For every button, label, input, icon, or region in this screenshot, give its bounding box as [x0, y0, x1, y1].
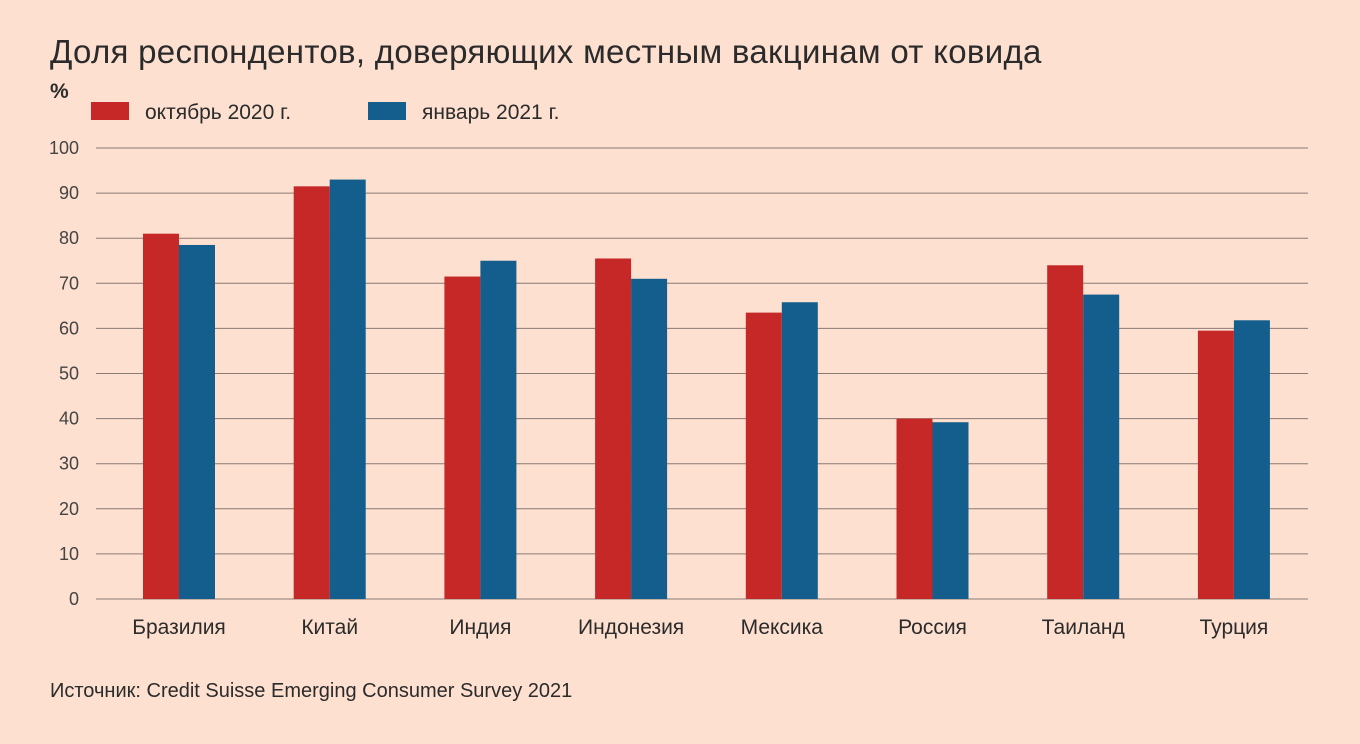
bar-6-series-1 [1083, 294, 1120, 599]
chart-title: Доля респондентов, доверяющих местным ва… [50, 33, 1042, 70]
bar-3-series-0 [595, 258, 632, 599]
source-note: Источник: Credit Suisse Emerging Consume… [50, 680, 572, 702]
legend-swatch-january-2021 [368, 102, 406, 120]
y-tick-label-100: 100 [49, 138, 79, 158]
bar-1-series-0 [293, 186, 330, 599]
x-axis-categories: Бразилия Китай Индия Индонезия Мексика Россия… [132, 616, 1268, 639]
y-tick-label-50: 50 [59, 364, 79, 384]
category-label-7: Турция [1200, 616, 1269, 639]
y-tick-label-90: 90 [59, 183, 79, 203]
y-axis-ticks: 0 10 20 30 40 50 60 70 80 90 100 [49, 138, 79, 609]
legend-label-october-2020: октябрь 2020 г. [145, 101, 291, 124]
y-tick-label-80: 80 [59, 228, 79, 248]
y-tick-label-0: 0 [69, 589, 79, 609]
legend-swatch-october-2020 [91, 102, 129, 120]
category-label-3: Индонезия [578, 616, 684, 639]
legend-label-january-2021: январь 2021 г. [422, 101, 560, 124]
gridlines [96, 147, 1308, 600]
bar-0-series-1 [179, 244, 215, 599]
bar-2-series-0 [444, 276, 481, 599]
bar-6-series-0 [1047, 265, 1084, 599]
y-tick-label-10: 10 [59, 544, 79, 564]
bar-2-series-1 [480, 260, 517, 599]
y-tick-label-40: 40 [59, 409, 79, 429]
bar-0-series-0 [143, 233, 179, 599]
bars [143, 179, 1270, 599]
category-label-5: Россия [898, 616, 967, 639]
category-label-6: Таиланд [1042, 616, 1125, 639]
category-label-4: Мексика [741, 616, 824, 639]
y-tick-label-20: 20 [59, 499, 79, 519]
category-label-1: Китай [301, 616, 358, 639]
bar-5-series-0 [896, 418, 933, 599]
bar-1-series-1 [329, 179, 366, 599]
y-tick-label-60: 60 [59, 318, 79, 338]
bar-7-series-0 [1197, 330, 1234, 599]
bar-7-series-1 [1233, 320, 1270, 599]
bar-4-series-1 [781, 302, 818, 599]
bar-3-series-1 [631, 278, 668, 599]
bar-4-series-0 [745, 312, 782, 599]
category-label-2: Индия [449, 616, 511, 639]
unit-label: % [50, 80, 69, 103]
legend: октябрь 2020 г. январь 2021 г. [91, 101, 560, 124]
category-label-0: Бразилия [132, 616, 226, 639]
bar-5-series-1 [932, 422, 969, 599]
y-tick-label-70: 70 [59, 273, 79, 293]
y-tick-label-30: 30 [59, 454, 79, 474]
